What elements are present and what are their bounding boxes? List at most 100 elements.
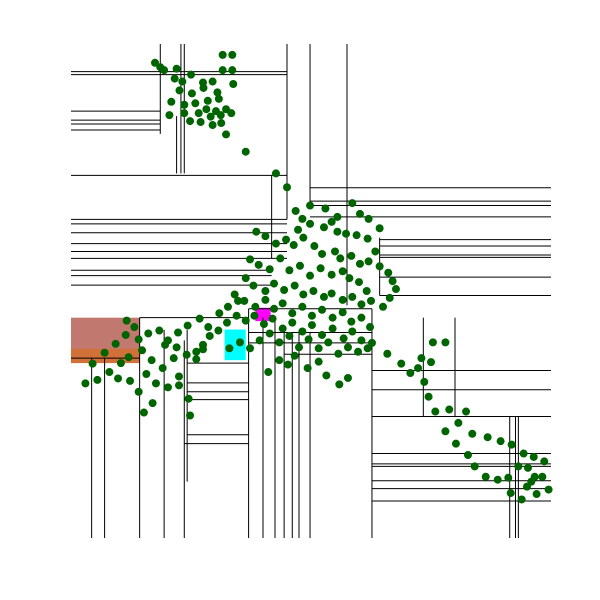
- data-point-13: [213, 88, 222, 97]
- data-point-95: [290, 281, 299, 290]
- data-point-177: [314, 344, 323, 353]
- data-point-42: [298, 214, 307, 223]
- data-point-37: [241, 147, 250, 156]
- data-point-241: [506, 489, 515, 498]
- data-point-131: [348, 327, 357, 336]
- data-point-117: [357, 313, 366, 322]
- data-point-159: [155, 326, 164, 335]
- data-point-106: [251, 302, 260, 311]
- data-points: [81, 50, 553, 504]
- data-point-173: [275, 338, 284, 347]
- highlight-box-3: [255, 307, 271, 322]
- data-point-218: [462, 407, 471, 416]
- data-point-191: [148, 399, 157, 408]
- data-point-153: [111, 339, 120, 348]
- data-point-46: [348, 199, 357, 208]
- data-point-9: [170, 74, 179, 83]
- data-point-84: [316, 264, 325, 273]
- data-point-126: [298, 327, 307, 336]
- data-point-156: [122, 316, 131, 325]
- data-point-204: [335, 380, 344, 389]
- data-point-107: [261, 295, 270, 304]
- data-point-81: [285, 266, 294, 275]
- data-point-60: [271, 239, 280, 248]
- data-point-62: [289, 241, 298, 250]
- data-point-148: [105, 368, 114, 377]
- data-point-227: [529, 452, 538, 461]
- data-point-200: [290, 351, 299, 360]
- data-point-87: [345, 274, 354, 283]
- data-point-53: [333, 227, 342, 236]
- data-point-147: [116, 359, 125, 368]
- data-point-186: [151, 379, 160, 388]
- data-point-192: [139, 408, 148, 417]
- data-point-198: [275, 356, 284, 365]
- data-point-64: [310, 242, 319, 251]
- data-point-180: [343, 343, 352, 352]
- data-point-239: [532, 490, 541, 499]
- data-point-88: [355, 278, 363, 287]
- data-point-158: [144, 329, 153, 338]
- data-point-73: [388, 277, 397, 286]
- data-point-178: [324, 338, 333, 347]
- data-point-49: [375, 224, 384, 233]
- data-point-100: [338, 295, 347, 304]
- data-point-44: [327, 217, 336, 226]
- data-point-124: [278, 324, 287, 333]
- data-point-5: [218, 50, 227, 59]
- data-point-31: [227, 109, 236, 118]
- data-point-55: [352, 231, 361, 240]
- data-point-219: [454, 418, 463, 427]
- data-point-7: [218, 66, 227, 75]
- data-point-91: [249, 281, 258, 290]
- data-point-242: [523, 482, 531, 491]
- data-point-39: [283, 183, 291, 192]
- data-point-140: [172, 343, 181, 352]
- data-point-138: [192, 347, 201, 356]
- data-point-68: [347, 251, 356, 260]
- data-point-120: [241, 316, 250, 325]
- partition-lines: [71, 44, 551, 538]
- data-point-90: [241, 274, 250, 283]
- data-point-188: [134, 387, 143, 396]
- data-point-19: [214, 94, 223, 103]
- data-point-185: [163, 383, 172, 392]
- data-point-47: [355, 209, 364, 218]
- data-point-112: [307, 311, 316, 320]
- data-point-69: [355, 259, 364, 268]
- data-point-142: [169, 354, 178, 363]
- data-point-28: [194, 109, 203, 118]
- data-point-71: [375, 262, 384, 271]
- data-point-61: [282, 235, 291, 244]
- data-point-155: [130, 323, 139, 332]
- data-point-229: [523, 463, 532, 472]
- data-point-161: [174, 328, 183, 337]
- data-point-119: [232, 311, 241, 320]
- data-point-128: [318, 330, 327, 339]
- data-point-36: [222, 130, 231, 139]
- data-point-58: [252, 227, 261, 236]
- data-point-14: [229, 80, 238, 89]
- data-point-217: [445, 405, 454, 414]
- data-point-194: [175, 381, 183, 390]
- data-point-65: [318, 249, 327, 258]
- data-point-164: [204, 323, 213, 332]
- data-point-210: [428, 338, 437, 347]
- data-point-214: [420, 377, 429, 386]
- data-point-205: [343, 373, 352, 382]
- data-point-89: [362, 287, 371, 295]
- data-point-70: [364, 257, 373, 266]
- data-point-57: [371, 247, 380, 256]
- data-point-189: [126, 376, 135, 385]
- data-point-79: [265, 265, 274, 274]
- data-point-207: [397, 359, 406, 368]
- data-point-93: [270, 279, 279, 288]
- data-point-190: [114, 374, 123, 383]
- data-point-116: [347, 317, 356, 326]
- data-point-66: [331, 247, 339, 256]
- data-point-94: [280, 286, 289, 295]
- data-point-38: [271, 169, 280, 178]
- data-point-193: [186, 411, 195, 420]
- data-point-235: [463, 451, 472, 460]
